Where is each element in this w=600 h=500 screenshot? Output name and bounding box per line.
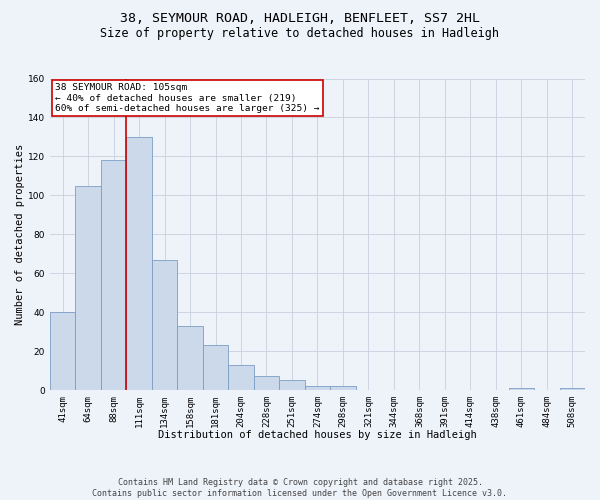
Bar — [50, 312, 76, 390]
Bar — [177, 326, 203, 390]
Bar — [305, 386, 330, 390]
Bar — [152, 260, 177, 390]
Y-axis label: Number of detached properties: Number of detached properties — [15, 144, 25, 325]
X-axis label: Distribution of detached houses by size in Hadleigh: Distribution of detached houses by size … — [158, 430, 477, 440]
Bar — [203, 346, 228, 390]
Bar — [127, 137, 152, 390]
Bar — [509, 388, 534, 390]
Bar — [254, 376, 279, 390]
Bar — [228, 365, 254, 390]
Bar — [279, 380, 305, 390]
Bar — [76, 186, 101, 390]
Bar — [330, 386, 356, 390]
Text: Size of property relative to detached houses in Hadleigh: Size of property relative to detached ho… — [101, 28, 499, 40]
Text: Contains HM Land Registry data © Crown copyright and database right 2025.
Contai: Contains HM Land Registry data © Crown c… — [92, 478, 508, 498]
Text: 38 SEYMOUR ROAD: 105sqm
← 40% of detached houses are smaller (219)
60% of semi-d: 38 SEYMOUR ROAD: 105sqm ← 40% of detache… — [55, 83, 320, 113]
Bar — [560, 388, 585, 390]
Text: 38, SEYMOUR ROAD, HADLEIGH, BENFLEET, SS7 2HL: 38, SEYMOUR ROAD, HADLEIGH, BENFLEET, SS… — [120, 12, 480, 26]
Bar — [101, 160, 127, 390]
